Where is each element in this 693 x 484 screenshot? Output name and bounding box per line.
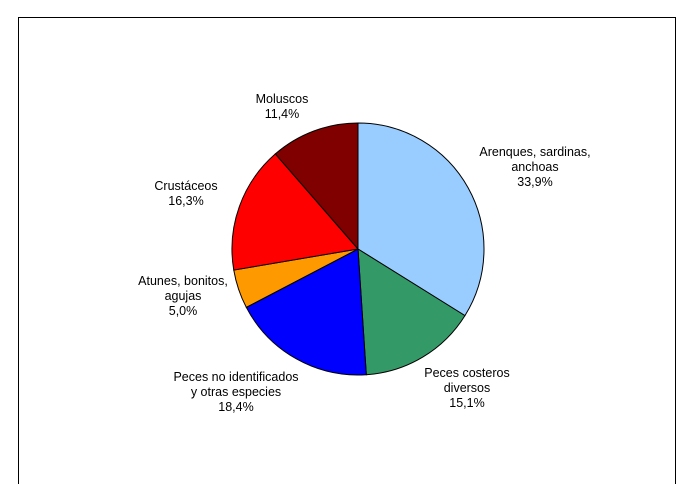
- slice-category-label: y otras especies: [191, 385, 281, 399]
- slice-percent-label: 16,3%: [168, 194, 203, 208]
- slice-category-label: agujas: [165, 289, 202, 303]
- pie-slice: [357, 248, 466, 376]
- slice-category-label: Arenques, sardinas,: [479, 145, 590, 159]
- pie-slices: [231, 122, 485, 376]
- slice-percent-label: 15,1%: [449, 396, 484, 410]
- pie-slice: [231, 153, 359, 271]
- pie-slice: [274, 122, 359, 251]
- slice-category-label: Peces costeros: [424, 366, 509, 380]
- slice-category-label: Moluscos: [256, 92, 309, 106]
- slice-category-label: Crustáceos: [154, 179, 217, 193]
- slice-percent-label: 18,4%: [218, 400, 253, 414]
- slice-category-label: Atunes, bonitos,: [138, 274, 228, 288]
- slice-percent-label: 5,0%: [169, 304, 198, 318]
- slice-percent-label: 33,9%: [517, 175, 552, 189]
- pie-slice: [245, 248, 367, 376]
- slice-category-label: diversos: [444, 381, 491, 395]
- slice-percent-label: 11,4%: [265, 107, 300, 121]
- pie-slice: [357, 122, 485, 317]
- slice-category-label: anchoas: [511, 160, 558, 174]
- chart-border: [18, 17, 676, 484]
- slice-category-label: Peces no identificados: [173, 370, 298, 384]
